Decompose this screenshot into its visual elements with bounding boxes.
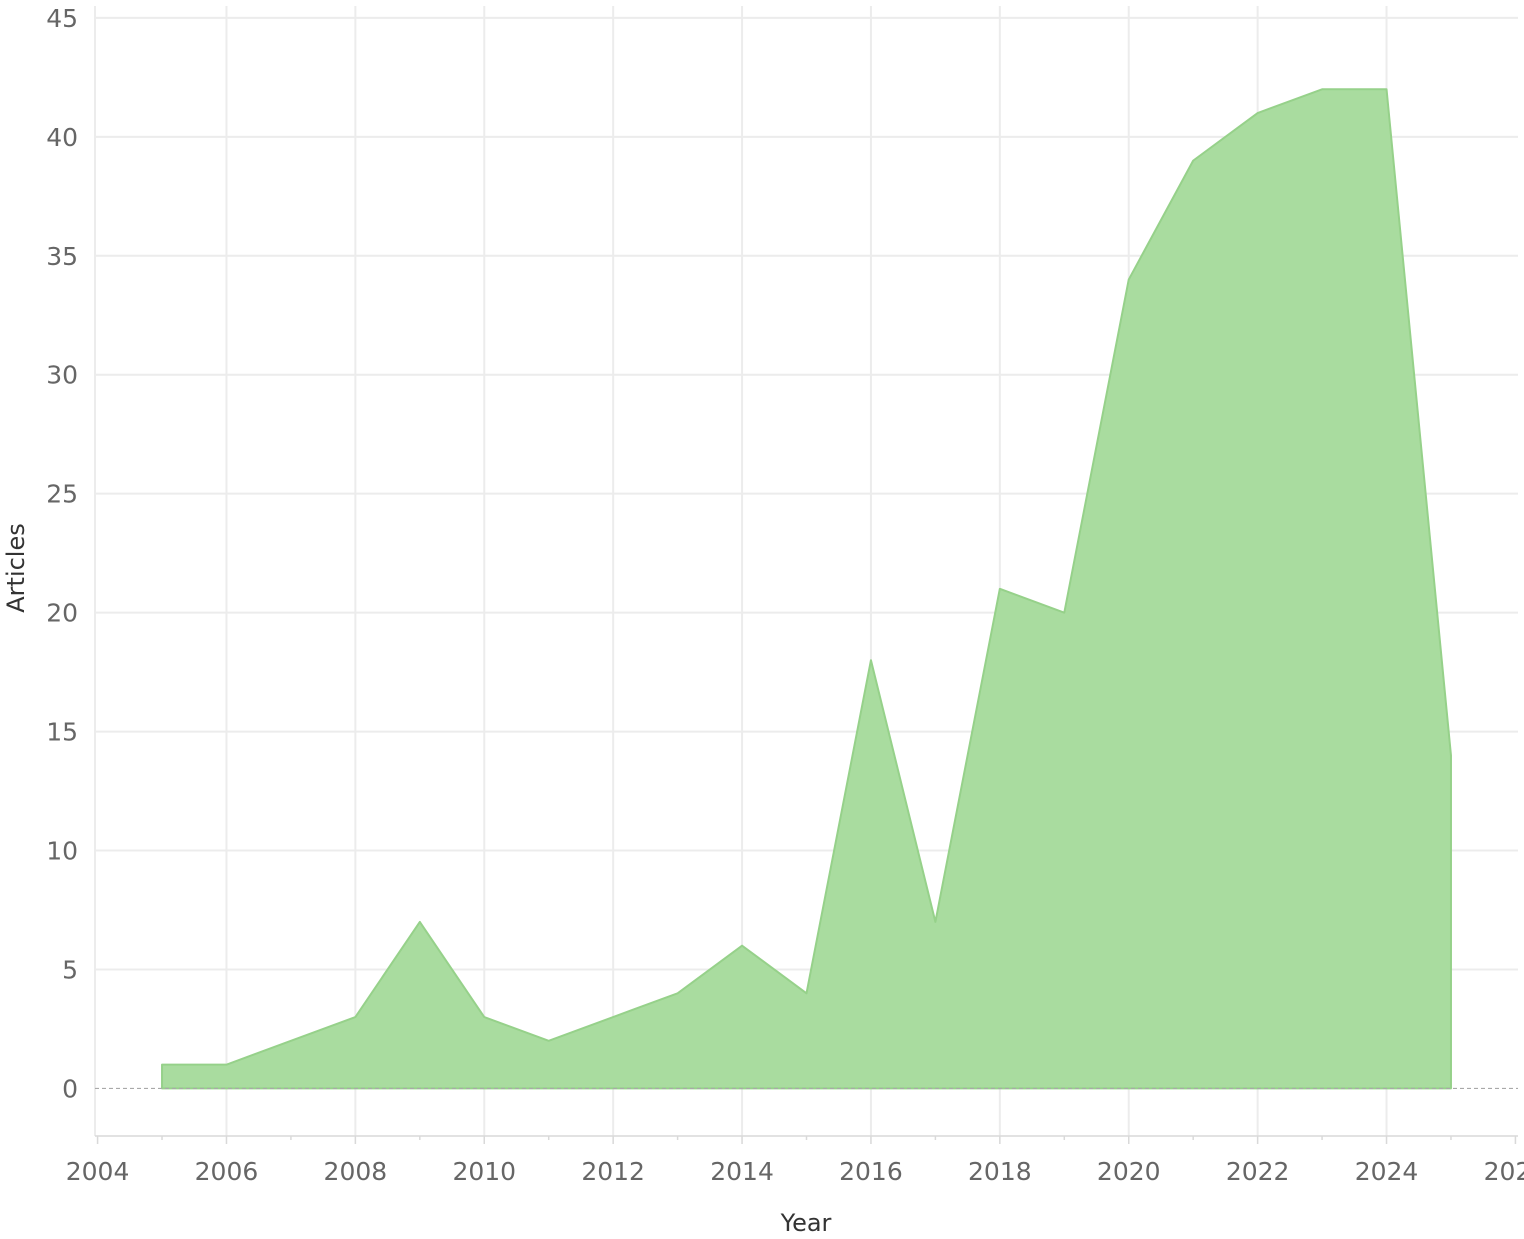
x-tick-label: 2004 bbox=[66, 1157, 130, 1186]
y-tick-label: 10 bbox=[46, 837, 78, 866]
y-tick-label: 35 bbox=[46, 242, 78, 271]
x-tick-label: 2026 bbox=[1484, 1157, 1524, 1186]
y-tick-label: 20 bbox=[46, 599, 78, 628]
y-tick-label: 40 bbox=[46, 123, 78, 152]
area-series bbox=[161, 88, 1452, 1090]
x-axis-title: Year bbox=[780, 1209, 832, 1237]
x-axis-ticks: 2004 2006 2008 2010 2012 2014 2016 2018 2020 2022… bbox=[66, 1157, 1524, 1186]
y-tick-label: 5 bbox=[62, 955, 78, 984]
x-tick-label: 2016 bbox=[839, 1157, 903, 1186]
y-tick-label: 45 bbox=[46, 4, 78, 33]
y-tick-label: 15 bbox=[46, 718, 78, 747]
area-series-fill bbox=[161, 88, 1452, 1090]
y-axis-title: Articles bbox=[2, 523, 30, 613]
x-tick-label: 2022 bbox=[1226, 1157, 1290, 1186]
x-tick-label: 2008 bbox=[324, 1157, 388, 1186]
x-tick-label: 2010 bbox=[452, 1157, 516, 1186]
x-tick-label: 2012 bbox=[581, 1157, 645, 1186]
x-tick-label: 2020 bbox=[1097, 1157, 1161, 1186]
x-tick-label: 2018 bbox=[968, 1157, 1032, 1186]
y-tick-label: 25 bbox=[46, 480, 78, 509]
x-tick-label: 2014 bbox=[710, 1157, 774, 1186]
axes bbox=[95, 1087, 1518, 1144]
x-tick-label: 2024 bbox=[1355, 1157, 1419, 1186]
x-tick-label: 2006 bbox=[195, 1157, 259, 1186]
y-tick-label: 0 bbox=[62, 1074, 78, 1103]
y-axis-ticks: 0 5 10 15 20 25 30 35 40 45 bbox=[46, 4, 78, 1104]
y-tick-label: 30 bbox=[46, 361, 78, 390]
